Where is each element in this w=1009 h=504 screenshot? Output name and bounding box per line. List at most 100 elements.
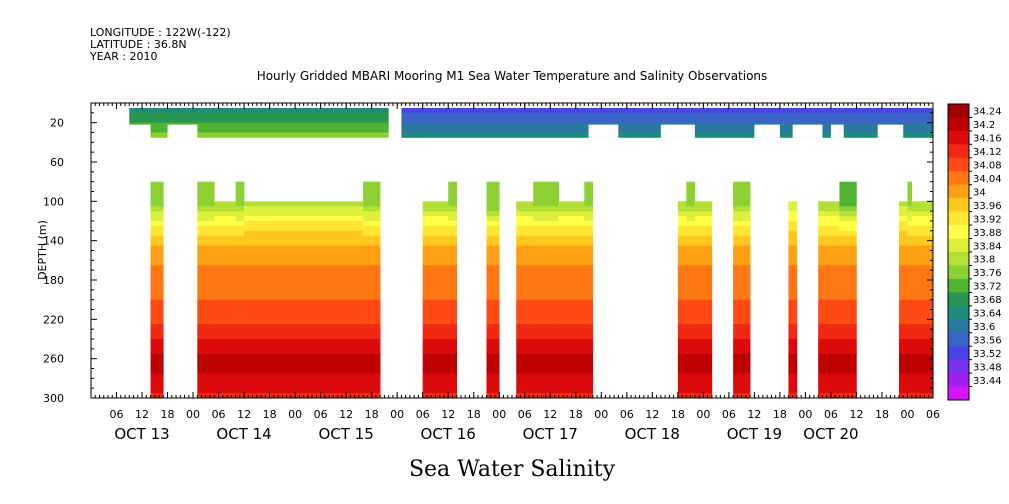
deep-cell	[197, 289, 215, 296]
deep-cell	[235, 225, 245, 232]
deep-cell	[235, 363, 245, 369]
deep-cell	[197, 181, 215, 187]
deep-cell	[898, 368, 908, 374]
x-hour-label: 06	[110, 408, 124, 421]
deep-cell	[533, 383, 560, 389]
x-hour-label: 06	[824, 408, 838, 421]
deep-cell	[533, 299, 560, 305]
deep-cell	[839, 245, 857, 251]
deep-cell	[558, 309, 585, 315]
deep-cell	[733, 378, 751, 384]
deep-cell	[584, 275, 594, 281]
colorbar-swatch	[948, 319, 969, 334]
deep-cell	[911, 206, 934, 212]
deep-cell	[686, 230, 696, 237]
deep-cell	[898, 383, 908, 389]
deep-cell	[911, 201, 934, 207]
deep-cell	[486, 270, 500, 276]
deep-cell	[448, 211, 458, 217]
deep-cell	[788, 289, 798, 296]
deep-cell	[516, 353, 534, 360]
deep-cell	[911, 299, 934, 305]
deep-cell	[150, 260, 164, 266]
deep-cell	[584, 260, 594, 266]
deep-cell	[244, 294, 364, 301]
deep-cell	[898, 334, 908, 340]
deep-cell	[733, 388, 751, 394]
deep-cell	[214, 373, 236, 379]
deep-cell	[244, 280, 364, 286]
deep-cell	[694, 319, 713, 325]
x-hour-label: 12	[237, 408, 251, 421]
deep-cell	[197, 309, 215, 315]
deep-cell	[907, 225, 913, 232]
colorbar-swatch	[948, 359, 969, 374]
deep-cell	[898, 319, 908, 325]
deep-cell	[486, 216, 500, 222]
deep-cell	[911, 265, 934, 271]
deep-cell	[733, 191, 751, 197]
deep-cell	[584, 304, 594, 310]
deep-cell	[516, 373, 534, 379]
deep-cell	[584, 309, 594, 315]
deep-cell	[235, 289, 245, 296]
deep-cell	[363, 245, 381, 251]
deep-cell	[448, 260, 458, 266]
deep-cell	[516, 250, 534, 256]
deep-cell	[694, 275, 713, 281]
deep-cell	[214, 270, 236, 276]
deep-cell	[244, 343, 364, 350]
deep-cell	[839, 206, 857, 212]
deep-cell	[533, 324, 560, 330]
colorbar-swatch	[948, 373, 969, 387]
deep-cell	[244, 368, 364, 374]
deep-cell	[516, 265, 534, 271]
deep-cell	[818, 353, 840, 360]
deep-cell	[422, 343, 449, 350]
deep-cell	[516, 206, 534, 212]
deep-cell	[898, 221, 908, 227]
deep-cell	[584, 225, 594, 232]
x-hour-label: 18	[569, 408, 583, 421]
deep-cell	[197, 294, 215, 301]
colorbar-label: 33.8	[973, 255, 995, 266]
deep-cell	[448, 348, 458, 355]
deep-cell	[898, 225, 908, 232]
x-hour-label: 18	[467, 408, 481, 421]
deep-cell	[907, 275, 913, 281]
deep-cell	[197, 186, 215, 192]
colorbar-swatch	[948, 211, 969, 226]
deep-cell	[214, 358, 236, 364]
deep-cell	[448, 196, 458, 202]
deep-cell	[694, 299, 713, 305]
deep-cell	[197, 373, 215, 379]
deep-cell	[244, 245, 364, 251]
deep-cell	[197, 245, 215, 251]
deep-cell	[677, 260, 687, 266]
deep-cell	[839, 284, 857, 291]
deep-cell	[150, 358, 164, 364]
deep-cell	[686, 378, 696, 384]
deep-cell	[911, 235, 934, 242]
deep-cell	[907, 324, 913, 330]
deep-cell	[422, 334, 449, 340]
deep-cell	[907, 250, 913, 256]
deep-cell	[448, 191, 458, 197]
deep-cell	[686, 186, 696, 192]
deep-cell	[686, 319, 696, 325]
deep-cell	[558, 299, 585, 305]
deep-cell	[694, 334, 713, 340]
deep-cell	[214, 265, 236, 271]
deep-cell	[422, 250, 449, 256]
deep-cell	[898, 358, 908, 364]
deep-cell	[788, 255, 798, 261]
deep-cell	[214, 230, 236, 237]
deep-cell	[677, 250, 687, 256]
deep-cell	[533, 378, 560, 384]
deep-cell	[533, 319, 560, 325]
deep-cell	[907, 230, 913, 237]
deep-cell	[907, 348, 913, 355]
deep-cell	[150, 181, 164, 187]
deep-cell	[486, 304, 500, 310]
deep-cell	[486, 181, 500, 187]
